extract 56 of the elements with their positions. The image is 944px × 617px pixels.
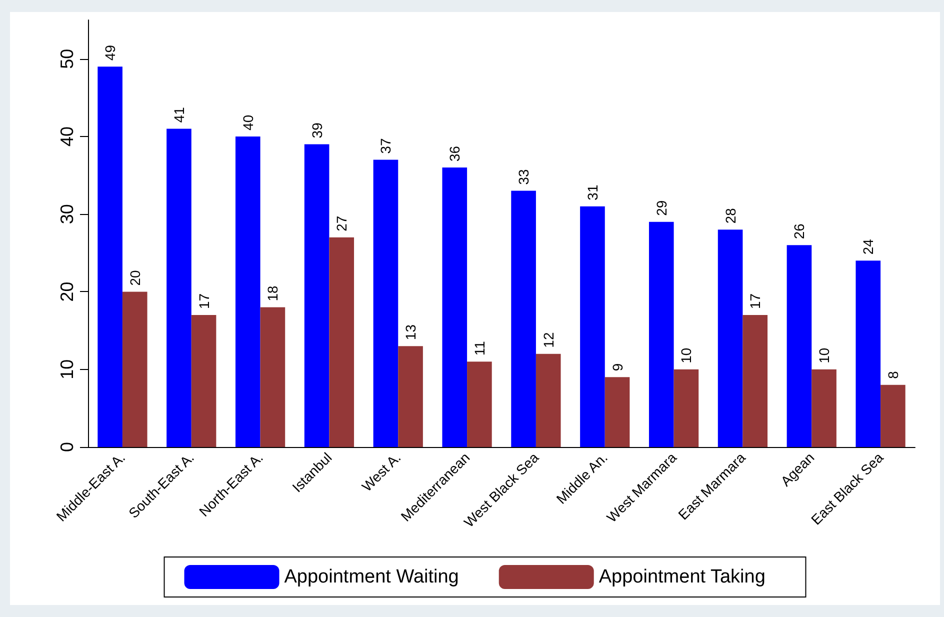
bar xyxy=(718,230,743,447)
bar xyxy=(880,384,906,447)
bar xyxy=(122,292,148,447)
bar xyxy=(260,307,286,447)
legend-label: Appointment Waiting xyxy=(284,566,459,588)
bar xyxy=(442,168,468,447)
data-label: 37 xyxy=(378,138,394,154)
data-label: 9 xyxy=(609,363,626,372)
data-label: 39 xyxy=(308,122,325,138)
y-tick-label: 50 xyxy=(57,48,77,69)
data-label: 13 xyxy=(402,324,419,340)
bar xyxy=(166,128,192,447)
data-label: 40 xyxy=(240,114,256,130)
data-label: 41 xyxy=(170,106,187,123)
bar xyxy=(373,160,398,447)
bar xyxy=(786,245,812,447)
bar xyxy=(536,354,561,447)
bar xyxy=(304,144,330,447)
bar xyxy=(742,315,768,447)
data-label: 11 xyxy=(471,340,488,356)
bar xyxy=(98,66,122,447)
bar xyxy=(235,136,260,447)
y-tick-label: 0 xyxy=(57,442,77,452)
data-label: 33 xyxy=(516,169,532,185)
data-label: 28 xyxy=(722,208,738,224)
bar xyxy=(604,377,630,447)
data-label: 29 xyxy=(653,200,670,216)
bar xyxy=(511,190,536,447)
bar xyxy=(580,206,605,447)
legend-label: Appointment Taking xyxy=(598,566,766,588)
data-label: 17 xyxy=(747,293,764,310)
data-label: 27 xyxy=(334,216,350,232)
bar xyxy=(812,369,836,447)
bar xyxy=(674,369,699,447)
data-label: 12 xyxy=(540,332,556,348)
bar xyxy=(191,315,216,447)
data-label: 26 xyxy=(791,223,808,240)
bar xyxy=(398,346,423,447)
data-label: 49 xyxy=(102,44,118,61)
data-label: 10 xyxy=(816,348,832,364)
y-tick-label: 40 xyxy=(57,126,77,146)
data-label: 31 xyxy=(584,184,600,200)
data-label: 36 xyxy=(446,146,463,162)
data-label: 10 xyxy=(678,348,694,364)
data-label: 18 xyxy=(264,285,281,302)
y-tick-label: 10 xyxy=(57,359,77,380)
data-label: 17 xyxy=(196,293,212,310)
y-tick-label: 20 xyxy=(57,282,77,302)
bar xyxy=(648,222,674,447)
bar xyxy=(329,237,354,447)
data-label: 8 xyxy=(884,370,901,379)
bar xyxy=(467,362,492,447)
bar xyxy=(856,260,881,447)
data-label: 24 xyxy=(860,238,876,255)
data-label: 20 xyxy=(126,270,143,286)
y-tick-label: 30 xyxy=(57,204,77,224)
